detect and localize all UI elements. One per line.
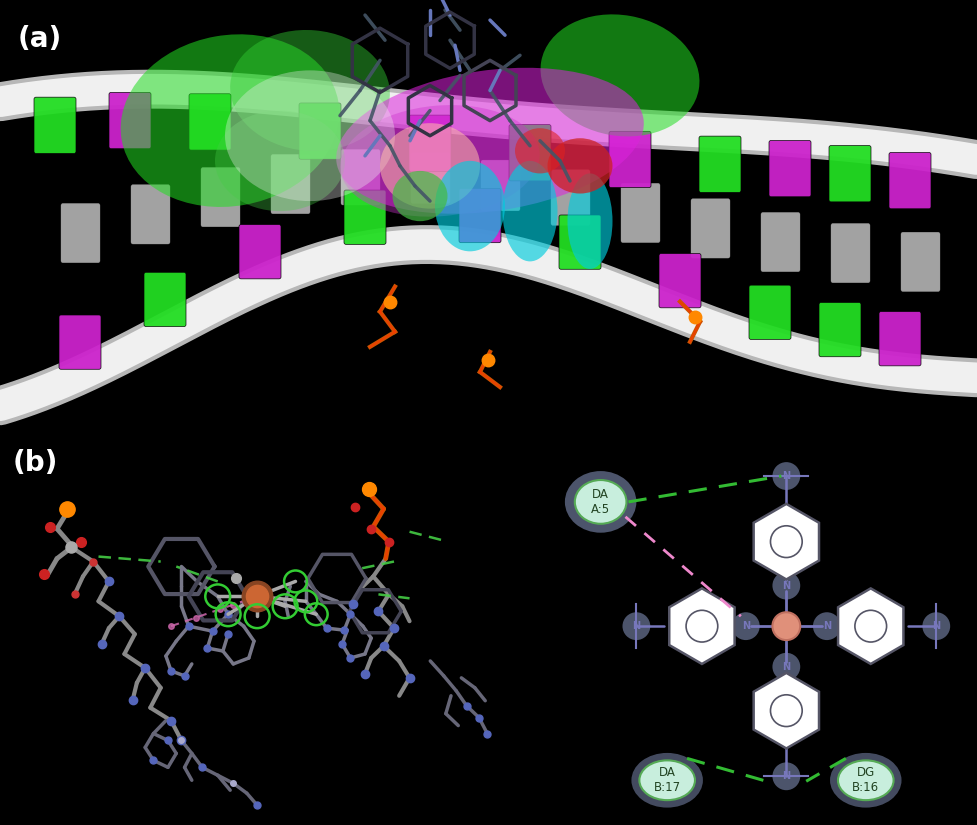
Ellipse shape xyxy=(773,653,800,681)
Text: DG
B:16: DG B:16 xyxy=(852,766,879,794)
Ellipse shape xyxy=(502,161,558,262)
Ellipse shape xyxy=(121,35,339,207)
Circle shape xyxy=(773,612,800,640)
FancyBboxPatch shape xyxy=(699,136,741,192)
Text: (a): (a) xyxy=(18,25,63,53)
Ellipse shape xyxy=(732,612,760,640)
Ellipse shape xyxy=(639,761,695,800)
Ellipse shape xyxy=(231,30,390,151)
Ellipse shape xyxy=(515,128,565,173)
Ellipse shape xyxy=(568,173,613,269)
Ellipse shape xyxy=(435,161,505,252)
FancyBboxPatch shape xyxy=(189,94,231,150)
Ellipse shape xyxy=(215,111,345,211)
Ellipse shape xyxy=(380,123,480,209)
FancyBboxPatch shape xyxy=(621,183,660,243)
FancyBboxPatch shape xyxy=(769,140,811,197)
Text: N: N xyxy=(783,471,790,481)
FancyBboxPatch shape xyxy=(61,204,100,262)
Text: N: N xyxy=(632,621,641,631)
Ellipse shape xyxy=(631,753,702,808)
Polygon shape xyxy=(838,588,904,664)
FancyBboxPatch shape xyxy=(509,125,551,181)
Text: DA
A:5: DA A:5 xyxy=(591,488,611,516)
FancyBboxPatch shape xyxy=(299,103,341,159)
FancyBboxPatch shape xyxy=(59,315,101,370)
Text: N: N xyxy=(783,581,790,591)
FancyBboxPatch shape xyxy=(459,188,501,243)
Polygon shape xyxy=(753,673,819,748)
FancyBboxPatch shape xyxy=(761,212,800,271)
Ellipse shape xyxy=(773,762,800,790)
Ellipse shape xyxy=(838,761,894,800)
FancyBboxPatch shape xyxy=(481,160,520,211)
FancyBboxPatch shape xyxy=(831,224,870,283)
FancyBboxPatch shape xyxy=(691,199,730,258)
FancyBboxPatch shape xyxy=(659,253,701,308)
Ellipse shape xyxy=(547,139,613,194)
FancyBboxPatch shape xyxy=(341,149,380,205)
FancyBboxPatch shape xyxy=(749,285,791,339)
Text: N: N xyxy=(823,621,830,631)
Text: (b): (b) xyxy=(13,449,58,477)
Ellipse shape xyxy=(813,612,841,640)
FancyBboxPatch shape xyxy=(34,97,76,153)
FancyBboxPatch shape xyxy=(239,224,281,279)
FancyBboxPatch shape xyxy=(131,185,170,244)
FancyBboxPatch shape xyxy=(271,154,310,214)
FancyBboxPatch shape xyxy=(109,92,151,148)
FancyBboxPatch shape xyxy=(901,232,940,291)
Ellipse shape xyxy=(922,612,951,640)
Text: N: N xyxy=(742,621,750,631)
Ellipse shape xyxy=(773,462,800,490)
FancyBboxPatch shape xyxy=(559,215,601,269)
Text: N: N xyxy=(783,662,790,672)
Ellipse shape xyxy=(393,171,447,221)
FancyBboxPatch shape xyxy=(609,131,651,187)
FancyBboxPatch shape xyxy=(889,153,931,209)
FancyBboxPatch shape xyxy=(829,145,871,202)
Text: DA
B:17: DA B:17 xyxy=(654,766,681,794)
Ellipse shape xyxy=(336,68,644,214)
FancyBboxPatch shape xyxy=(144,272,186,327)
FancyBboxPatch shape xyxy=(411,153,450,204)
Polygon shape xyxy=(753,504,819,579)
Text: N: N xyxy=(932,621,940,631)
FancyBboxPatch shape xyxy=(819,303,861,356)
Ellipse shape xyxy=(773,572,800,600)
Ellipse shape xyxy=(225,70,395,201)
FancyBboxPatch shape xyxy=(344,190,386,244)
FancyBboxPatch shape xyxy=(879,312,921,365)
Text: N: N xyxy=(783,771,790,781)
Polygon shape xyxy=(669,588,735,664)
Ellipse shape xyxy=(830,753,902,808)
Ellipse shape xyxy=(540,14,700,136)
FancyBboxPatch shape xyxy=(551,170,590,225)
Ellipse shape xyxy=(574,480,626,524)
FancyBboxPatch shape xyxy=(201,167,240,227)
Ellipse shape xyxy=(622,612,651,640)
Ellipse shape xyxy=(340,105,539,217)
Ellipse shape xyxy=(565,471,636,533)
Text: (c): (c) xyxy=(913,457,956,485)
FancyBboxPatch shape xyxy=(409,116,451,172)
